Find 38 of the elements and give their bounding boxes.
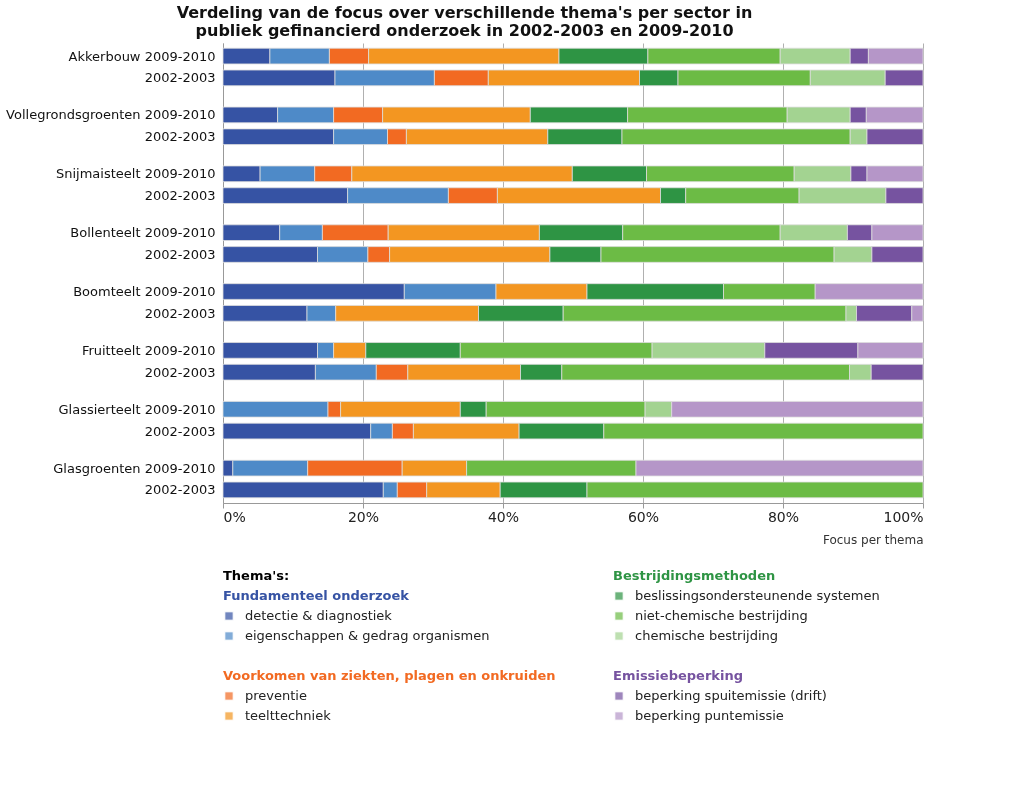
text: Bestrijdingsmethoden xyxy=(613,568,776,583)
x-tick-label: 60% xyxy=(627,508,660,525)
y-tick-label: Boomteelt 2009-2010 xyxy=(73,284,216,300)
legend-label: chemische bestrijding xyxy=(635,628,778,643)
y-tick-label: 2002-2003 xyxy=(144,364,216,380)
y-tick-label: Glasgroenten 2009-2010 xyxy=(53,460,216,476)
chart-title: Verdeling van de focus over verschillende thema's per sector in publiek gefinancierd onderzoek in 2002-2003 en 2009-2010 xyxy=(176,3,753,40)
y-tick-label: Snijmaisteelt 2009-2010 xyxy=(55,166,216,182)
x-tick-label: 20% xyxy=(347,508,380,525)
y-tick-label: 2002-2003 xyxy=(144,423,216,439)
legend-label: preventie xyxy=(245,688,307,703)
legend-title: Thema's: xyxy=(223,568,290,583)
legend-label: beperking spuitemissie (drift) xyxy=(635,688,827,703)
y-tick-label: 2002-2003 xyxy=(144,70,216,86)
x-tick-label: 40% xyxy=(487,508,520,525)
y-tick-label: Bollenteelt 2009-2010 xyxy=(70,225,216,241)
x-tick-label: 80% xyxy=(767,508,800,525)
legend-label: beperking puntemissie xyxy=(635,708,784,723)
legend-label: teelttechniek xyxy=(245,708,332,723)
x-tick-label: 0% xyxy=(223,508,246,525)
y-tick-label: 2002-2003 xyxy=(144,129,216,145)
text: Emissiebeperking xyxy=(613,668,743,683)
y-tick-label: Glassierteelt 2009-2010 xyxy=(58,401,216,417)
legend-label: detectie & diagnostiek xyxy=(245,608,393,623)
x-tick-label: 100% xyxy=(883,508,924,525)
y-tick-label: Vollegrondsgroenten 2009-2010 xyxy=(6,107,216,123)
legend-label: eigenschappen & gedrag organismen xyxy=(245,628,490,643)
x-axis-title: Focus per thema xyxy=(822,532,924,547)
legend-label: beslissingsondersteunende systemen xyxy=(635,588,880,603)
text: Voorkomen van ziekten, plagen en onkruiden xyxy=(223,668,556,683)
legend-label: niet-chemische bestrijding xyxy=(635,608,808,623)
y-tick-label: 2002-2003 xyxy=(144,305,216,321)
y-tick-label: 2002-2003 xyxy=(144,246,216,262)
text: Fundamenteel onderzoek xyxy=(223,588,410,603)
y-tick-label: Fruitteelt 2009-2010 xyxy=(81,342,216,358)
y-tick-label: 2002-2003 xyxy=(144,188,216,204)
y-tick-label: 2002-2003 xyxy=(144,482,216,498)
y-tick-label: Akkerbouw 2009-2010 xyxy=(68,48,216,64)
